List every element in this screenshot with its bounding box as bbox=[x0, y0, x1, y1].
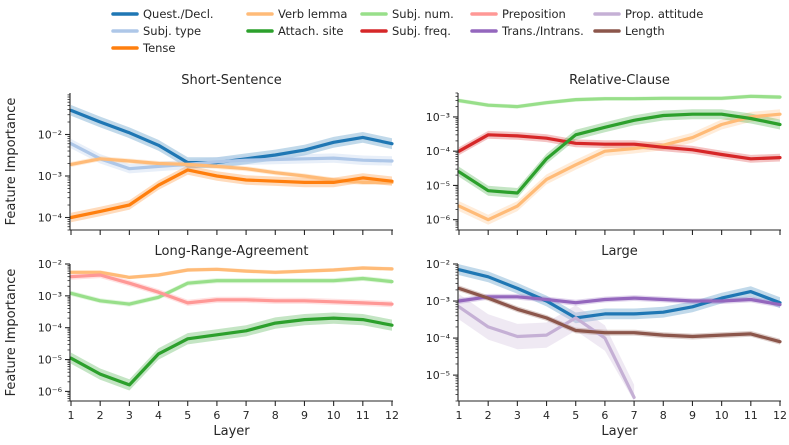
x-tick-label: 1 bbox=[456, 409, 463, 422]
series-line-tense bbox=[69, 168, 394, 220]
x-tick-label: 12 bbox=[773, 409, 787, 422]
x-tick-label: 7 bbox=[631, 409, 638, 422]
legend-item-subjnum: Subj. num. bbox=[360, 7, 454, 21]
x-tick-label: 10 bbox=[715, 409, 729, 422]
legend-label-trans: Trans./Intrans. bbox=[501, 24, 584, 38]
x-axis-title: Layer bbox=[213, 424, 250, 439]
legend-label-attach: Attach. site bbox=[278, 24, 343, 38]
series-line-verblemma bbox=[69, 266, 394, 279]
x-tick-label: 9 bbox=[689, 409, 696, 422]
series-line-attach bbox=[69, 316, 394, 387]
y-tick-label: 10⁻⁶ bbox=[38, 385, 63, 398]
x-tick-label: 10 bbox=[327, 409, 341, 422]
confidence-band-verblemma bbox=[459, 109, 780, 225]
panel-title: Short-Sentence bbox=[181, 73, 282, 88]
series-line-trans bbox=[457, 295, 782, 307]
y-tick-label: 10⁻³ bbox=[426, 295, 450, 308]
panel-1: Short-Sentence 10⁻⁴ 10⁻³ 10⁻² Feature Import… bbox=[4, 73, 394, 235]
legend-label-verblemma: Verb lemma bbox=[278, 7, 347, 21]
legend-label-propatt: Prop. attitude bbox=[625, 7, 703, 21]
y-tick-label: 10⁻³ bbox=[426, 111, 450, 124]
confidence-band-prep bbox=[71, 272, 392, 308]
legend-item-trans: Trans./Intrans. bbox=[470, 24, 584, 38]
x-tick-label: 2 bbox=[485, 409, 492, 422]
legend-item-length: Length bbox=[593, 24, 665, 38]
series-line-verblemma bbox=[457, 112, 782, 222]
legend-item-verblemma: Verb lemma bbox=[246, 7, 347, 21]
x-tick-label: 8 bbox=[660, 409, 667, 422]
y-tick-label: 10⁻³ bbox=[38, 170, 62, 183]
legend-item-subjtype: Subj. type bbox=[111, 24, 201, 38]
legend-label-subjnum: Subj. num. bbox=[392, 7, 454, 21]
x-axis-title: Layer bbox=[601, 424, 638, 439]
series-line-subjnum bbox=[69, 276, 394, 306]
legend-label-subjfreq: Subj. freq. bbox=[392, 24, 451, 38]
y-tick-label: 10⁻³ bbox=[38, 290, 62, 303]
legend-label-subjtype: Subj. type bbox=[143, 24, 201, 38]
panel-3: Long-Range-Agreement 10⁻⁶ 10⁻⁵ 10⁻⁴ 10⁻³ 10⁻²… bbox=[4, 244, 399, 439]
x-tick-label: 4 bbox=[543, 409, 550, 422]
panel-title: Large bbox=[601, 244, 638, 259]
legend: Quest./Decl. Subj. type Tense Verb lemma Att… bbox=[111, 7, 703, 55]
x-tick-label: 9 bbox=[301, 409, 308, 422]
legend-item-tense: Tense bbox=[111, 41, 176, 55]
confidence-band-tense bbox=[71, 165, 392, 223]
y-axis-title: Feature Importance bbox=[4, 98, 19, 226]
legend-label-quest: Quest./Decl. bbox=[143, 7, 214, 21]
legend-item-attach: Attach. site bbox=[246, 24, 343, 38]
legend-label-prep: Preposition bbox=[502, 7, 566, 21]
x-tick-label: 11 bbox=[356, 409, 370, 422]
series-line-propatt bbox=[457, 305, 636, 399]
legend-item-propatt: Prop. attitude bbox=[593, 7, 703, 21]
x-tick-label: 4 bbox=[155, 409, 162, 422]
legend-item-prep: Preposition bbox=[470, 7, 566, 21]
legend-label-tense: Tense bbox=[142, 41, 176, 55]
series-line-subjtype bbox=[69, 142, 394, 171]
confidence-band-quest bbox=[71, 105, 392, 168]
y-tick-label: 10⁻⁴ bbox=[426, 332, 451, 345]
legend-item-quest: Quest./Decl. bbox=[111, 7, 214, 21]
series-line-attach bbox=[457, 112, 782, 195]
y-tick-label: 10⁻⁶ bbox=[426, 214, 451, 227]
panel-title: Long-Range-Agreement bbox=[155, 244, 309, 259]
y-tick-label: 10⁻⁵ bbox=[426, 179, 450, 192]
x-tick-label: 3 bbox=[126, 409, 133, 422]
legend-item-subjfreq: Subj. freq. bbox=[360, 24, 451, 38]
y-tick-label: 10⁻⁴ bbox=[38, 322, 63, 335]
x-tick-label: 11 bbox=[744, 409, 758, 422]
y-tick-label: 10⁻⁴ bbox=[38, 212, 63, 225]
x-tick-label: 7 bbox=[243, 409, 250, 422]
y-tick-label: 10⁻⁵ bbox=[426, 369, 450, 382]
x-tick-label: 6 bbox=[213, 409, 220, 422]
legend-label-length: Length bbox=[625, 24, 665, 38]
x-tick-label: 2 bbox=[97, 409, 104, 422]
confidence-band-subjtype bbox=[71, 139, 392, 174]
y-tick-label: 10⁻⁴ bbox=[426, 145, 451, 158]
x-tick-label: 12 bbox=[385, 409, 399, 422]
x-tick-label: 3 bbox=[514, 409, 521, 422]
confidence-band-propatt bbox=[459, 294, 635, 401]
x-tick-label: 5 bbox=[572, 409, 579, 422]
confidence-band-attach bbox=[71, 312, 392, 391]
series-line-subjnum bbox=[457, 94, 782, 109]
x-tick-label: 5 bbox=[184, 409, 191, 422]
y-tick-label: 10⁻² bbox=[38, 258, 62, 271]
series-line-length bbox=[457, 286, 782, 344]
y-tick-label: 10⁻² bbox=[426, 258, 450, 271]
y-axis-title: Feature Importance bbox=[4, 269, 19, 397]
series-line-prep bbox=[69, 273, 394, 306]
series-line-subjfreq bbox=[457, 133, 782, 161]
x-tick-label: 6 bbox=[601, 409, 608, 422]
confidence-band-quest bbox=[459, 264, 780, 324]
x-tick-label: 1 bbox=[68, 409, 75, 422]
y-tick-label: 10⁻² bbox=[38, 129, 62, 142]
panel-title: Relative-Clause bbox=[569, 73, 670, 88]
y-tick-label: 10⁻⁵ bbox=[38, 354, 62, 367]
x-tick-label: 8 bbox=[272, 409, 279, 422]
panel-2: Relative-Clause 10⁻⁶ 10⁻⁵ 10⁻⁴ 10⁻³ bbox=[426, 73, 782, 235]
series-line-quest bbox=[457, 268, 782, 320]
